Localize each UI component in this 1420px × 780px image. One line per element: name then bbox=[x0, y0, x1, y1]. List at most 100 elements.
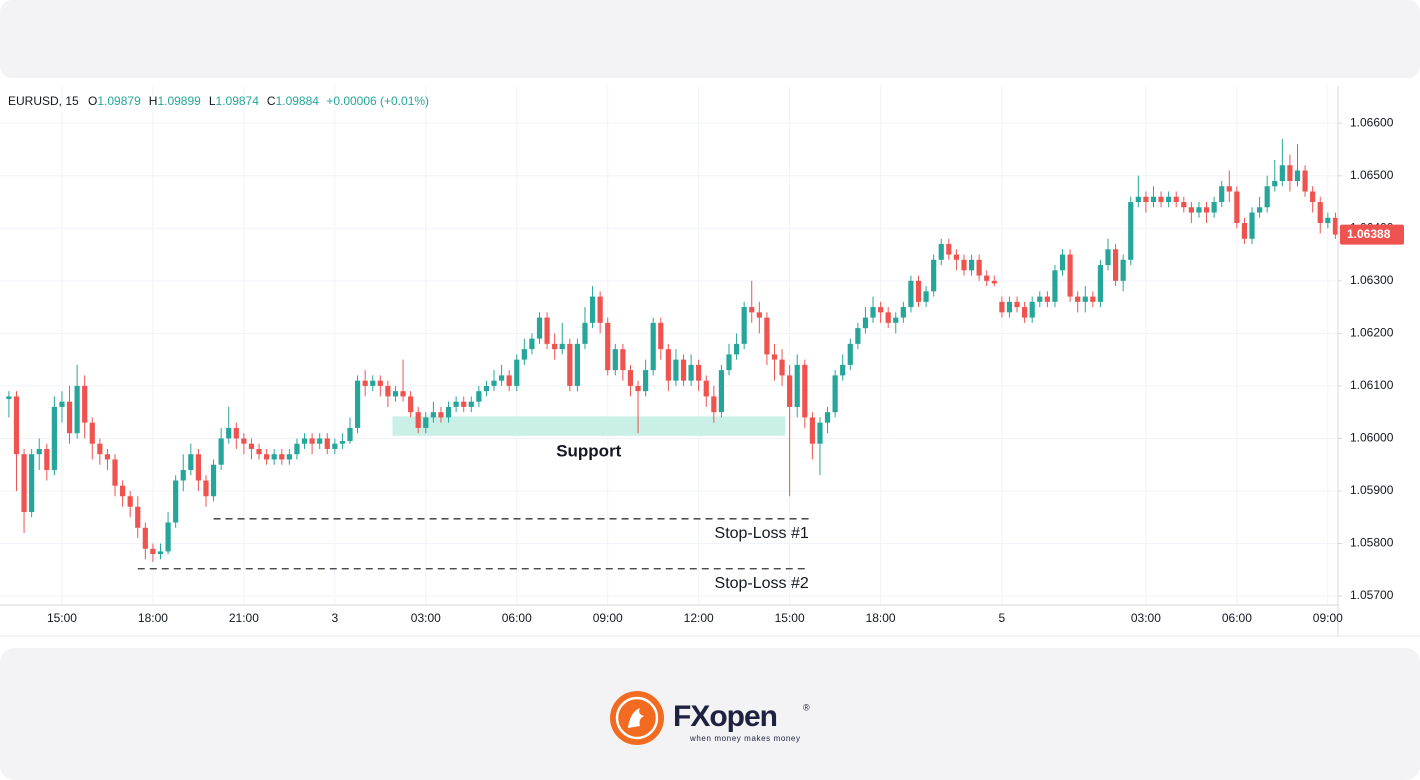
candle-body bbox=[1022, 307, 1028, 318]
last-price-box bbox=[1340, 224, 1404, 245]
candle-body bbox=[1075, 296, 1081, 302]
x-tick-label: 06:00 bbox=[502, 611, 532, 625]
candle-body bbox=[142, 527, 148, 549]
candle-body bbox=[294, 443, 300, 455]
candle-body bbox=[809, 417, 815, 444]
top-band bbox=[0, 0, 1420, 78]
candle-body bbox=[423, 417, 429, 428]
candle-body bbox=[1332, 217, 1338, 235]
candle-body bbox=[1188, 207, 1194, 213]
candle-body bbox=[847, 343, 853, 365]
candle-body bbox=[241, 438, 247, 444]
candle-body bbox=[1241, 223, 1248, 239]
candle-body bbox=[135, 506, 141, 528]
candle-body bbox=[74, 385, 80, 434]
candle-body bbox=[29, 454, 35, 513]
candle-body bbox=[21, 454, 27, 513]
x-tick-label: 06:00 bbox=[1222, 611, 1252, 625]
candle-body bbox=[711, 396, 717, 413]
logo-icon-ring bbox=[615, 696, 659, 740]
candle-body bbox=[1257, 207, 1263, 213]
candle-body bbox=[1279, 165, 1285, 181]
candle-body bbox=[688, 364, 694, 381]
candle-body bbox=[1166, 196, 1172, 203]
candle-body bbox=[59, 401, 65, 407]
support-zone bbox=[392, 416, 786, 436]
y-tick-label: 1.05900 bbox=[1350, 483, 1394, 497]
candle-body bbox=[1037, 296, 1043, 302]
candle-body bbox=[984, 275, 990, 281]
candle-body bbox=[1150, 196, 1157, 203]
candle-body bbox=[840, 364, 846, 376]
candle-body bbox=[968, 259, 975, 271]
logo: FXopen ® when money makes money bbox=[610, 691, 810, 745]
candle-body bbox=[1249, 212, 1255, 239]
x-tick-label: 18:00 bbox=[866, 611, 896, 625]
candle-body bbox=[301, 438, 308, 444]
candle-body bbox=[582, 322, 588, 344]
x-tick-label: 15:00 bbox=[775, 611, 805, 625]
x-tick-label: 12:00 bbox=[684, 611, 714, 625]
candle-body bbox=[377, 380, 383, 386]
candle-body bbox=[362, 380, 368, 386]
x-tick-label: 09:00 bbox=[1313, 611, 1343, 625]
candle-body bbox=[332, 443, 338, 449]
candle-body bbox=[1158, 196, 1164, 203]
candle-body bbox=[718, 370, 725, 413]
candle-body bbox=[953, 254, 959, 260]
field-label: O bbox=[88, 94, 97, 108]
x-tick-label: 15:00 bbox=[47, 611, 77, 625]
candle-body bbox=[188, 454, 194, 470]
candle-body bbox=[1052, 270, 1058, 302]
candle-body bbox=[286, 454, 292, 460]
candle-body bbox=[203, 480, 209, 497]
candle-body bbox=[210, 464, 217, 497]
x-tick-label: 3 bbox=[331, 611, 338, 625]
candle-body bbox=[415, 412, 421, 428]
candle-body bbox=[923, 291, 929, 302]
candle-body bbox=[324, 438, 330, 449]
candle-body bbox=[400, 391, 406, 397]
candle-body bbox=[195, 454, 201, 481]
candle-body bbox=[408, 396, 414, 413]
symbol: EURUSD, 15 bbox=[8, 94, 79, 108]
candle-body bbox=[976, 259, 982, 276]
candle-body bbox=[1006, 301, 1013, 313]
last-price-label: 1.06388 bbox=[1347, 227, 1391, 241]
candle-body bbox=[832, 375, 838, 413]
candle-body bbox=[430, 412, 436, 418]
candle-body bbox=[1287, 165, 1293, 181]
candle-body bbox=[574, 343, 580, 386]
y-tick-label: 1.06200 bbox=[1350, 326, 1394, 340]
stop-loss-label: Stop-Loss #2 bbox=[715, 575, 809, 592]
candle-body bbox=[392, 391, 399, 397]
candle-body bbox=[673, 359, 679, 381]
brand-mark: ® bbox=[803, 702, 810, 712]
candle-body bbox=[438, 412, 444, 418]
candle-body bbox=[514, 359, 520, 386]
field-label: H bbox=[149, 94, 158, 108]
candle-body bbox=[900, 307, 906, 318]
candle-body bbox=[552, 343, 558, 350]
ohlc-header: EURUSD, 15 O1.09879 H1.09899 L1.09874 C1.09… bbox=[8, 94, 429, 108]
candle-body bbox=[1135, 196, 1141, 203]
candle-body bbox=[309, 438, 315, 444]
candle-body bbox=[627, 370, 634, 386]
candle-body bbox=[1272, 180, 1278, 187]
candle-body bbox=[44, 448, 50, 470]
candle-body bbox=[248, 443, 255, 449]
candle-body bbox=[347, 427, 353, 442]
candle-body bbox=[1302, 170, 1308, 192]
plot bbox=[0, 86, 1338, 605]
candle-body bbox=[127, 496, 133, 507]
candle-body bbox=[1120, 259, 1126, 281]
candle-body bbox=[749, 307, 755, 313]
candle-body bbox=[112, 459, 118, 486]
candle-body bbox=[1067, 254, 1073, 297]
candle-body bbox=[1029, 301, 1035, 318]
candle-body bbox=[1143, 196, 1149, 203]
brand-name: FXopen bbox=[673, 700, 777, 733]
brand-tagline: when money makes money bbox=[689, 734, 801, 743]
candle-body bbox=[764, 317, 770, 355]
